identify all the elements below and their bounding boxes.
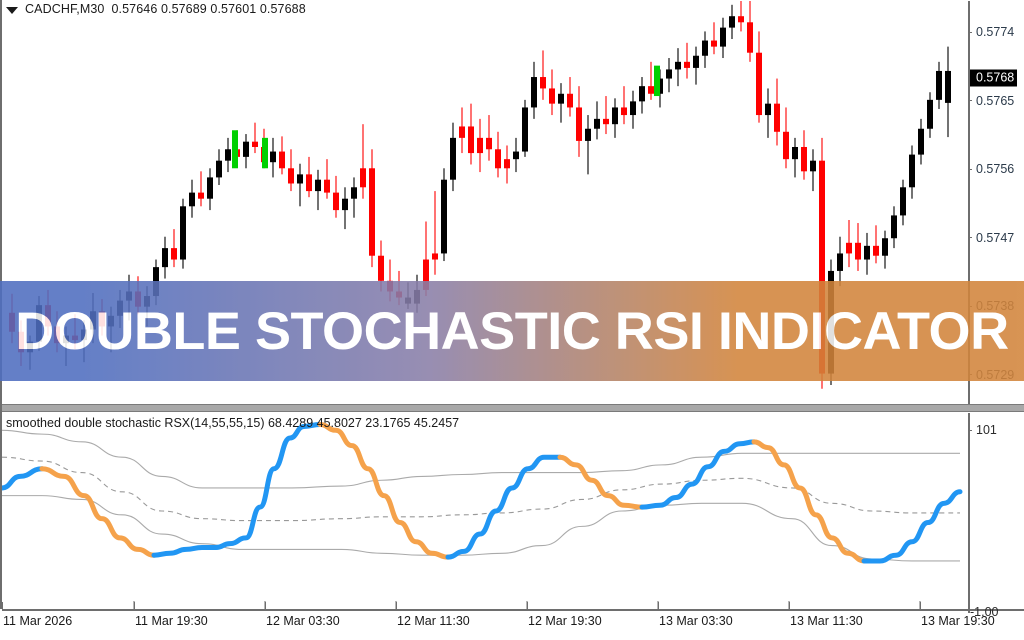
time-tick-label: 11 Mar 2026 [3, 614, 73, 628]
tick-mark [134, 602, 135, 611]
time-tick-label: 12 Mar 19:30 [528, 614, 602, 628]
time-tick-label: 12 Mar 03:30 [266, 614, 340, 628]
indicator-tick-bottom-label: -1.00 [970, 605, 999, 617]
time-tick-label: 13 Mar 11:30 [790, 614, 863, 628]
time-axis[interactable]: 11 Mar 2026 11 Mar 19:30 12 Mar 03:30 12 Ma… [0, 602, 1024, 640]
indicator-axis[interactable]: 101 -1.00 [968, 413, 1024, 617]
price-tick-label: 0.5774 [976, 25, 1015, 40]
price-tick: 0.5774 [968, 25, 1014, 39]
price-tick-label: 0.5756 [976, 162, 1015, 177]
tick-mark [396, 602, 397, 611]
price-axis-line [968, 1, 970, 404]
tick-mark [2, 602, 3, 611]
indicator-tick-top-label: 101 [976, 423, 997, 437]
tick-mark [970, 77, 972, 78]
ohlc-values: 0.57646 0.57689 0.57601 0.57688 [111, 2, 306, 16]
indicator-plot [2, 422, 963, 609]
tick-mark [789, 602, 790, 611]
promo-banner: DOUBLE STOCHASTIC RSI INDICATOR [0, 281, 1024, 381]
price-tick: 0.5756 [968, 162, 1014, 176]
indicator-tick-top: 101 [968, 423, 997, 437]
chart-header: CADCHF,M30 0.57646 0.57689 0.57601 0.576… [6, 2, 306, 16]
time-tick-label: 13 Mar 03:30 [659, 614, 733, 628]
tick-mark [968, 429, 972, 431]
tick-mark [968, 168, 972, 170]
time-axis-line [2, 609, 1024, 611]
price-tick: 0.5747 [968, 231, 1014, 245]
pane-separator[interactable] [2, 404, 1024, 412]
time-tick-label: 11 Mar 19:30 [135, 614, 208, 628]
time-tick-label: 13 Mar 19:30 [921, 614, 995, 628]
time-tick-label: 12 Mar 11:30 [397, 614, 470, 628]
tick-mark [658, 602, 659, 611]
current-price-badge: 0.5768 [970, 69, 1018, 87]
indicator-label: smoothed double stochastic RSX(14,55,55,… [6, 416, 460, 430]
current-price-label: 0.5768 [976, 70, 1015, 85]
promo-banner-title: DOUBLE STOCHASTIC RSI INDICATOR [15, 301, 1009, 361]
indicator-pane[interactable] [2, 413, 968, 609]
tick-mark [920, 602, 921, 611]
indicator-axis-line [968, 413, 970, 613]
tick-mark [265, 602, 266, 611]
price-tick-label: 0.5765 [976, 93, 1015, 108]
tick-mark [968, 237, 972, 239]
tick-mark [968, 100, 972, 102]
tick-mark [968, 31, 972, 33]
tick-mark [527, 602, 528, 611]
price-tick-label: 0.5747 [976, 230, 1015, 245]
triangle-down-icon[interactable] [6, 6, 18, 14]
symbol-label: CADCHF,M30 [25, 2, 105, 16]
window-top-border [0, 0, 1024, 1]
price-tick: 0.5765 [968, 94, 1014, 108]
